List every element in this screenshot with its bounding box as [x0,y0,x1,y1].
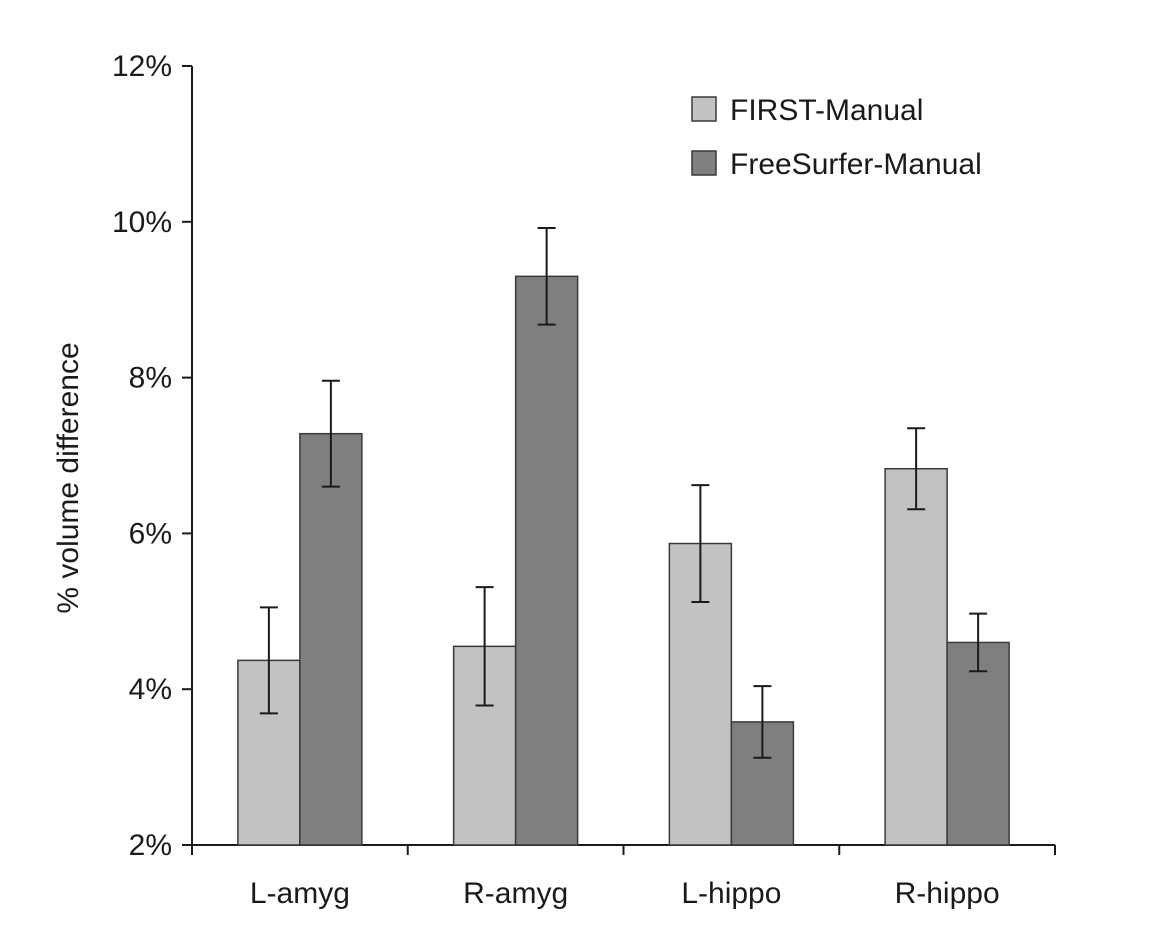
category-label: R-amyg [463,877,568,910]
category-label: L-amyg [250,877,350,910]
y-axis: 2% 4% 6% 8% 10% 12% [112,50,193,862]
bar-freesurfer-manual-r-amyg [514,275,579,846]
bar-freesurfer-manual-r-hippo [946,641,1010,846]
y-tick-label: 4% [129,673,172,706]
x-axis: L-amyg R-amyg L-hippo R-hippo [191,844,1056,910]
y-tick-label: 6% [129,517,172,550]
y-tick-label: 12% [112,50,172,83]
y-tick-label: 8% [129,362,172,395]
y-tick-label: 2% [129,829,172,862]
bar-first-manual-r-hippo [884,467,948,846]
legend-label: FreeSurfer-Manual [730,148,982,181]
bar-freesurfer-manual-l-amyg [299,432,363,846]
legend-swatch [691,150,717,176]
legend-label: FIRST-Manual [730,94,923,127]
legend: FIRST-Manual FreeSurfer-Manual [691,94,982,181]
y-tick-label: 10% [112,206,172,239]
bars [237,227,1010,846]
category-label: L-hippo [681,877,781,910]
legend-swatch [691,96,717,122]
y-axis-title: % volume difference [52,342,85,613]
category-label: R-hippo [895,877,1000,910]
